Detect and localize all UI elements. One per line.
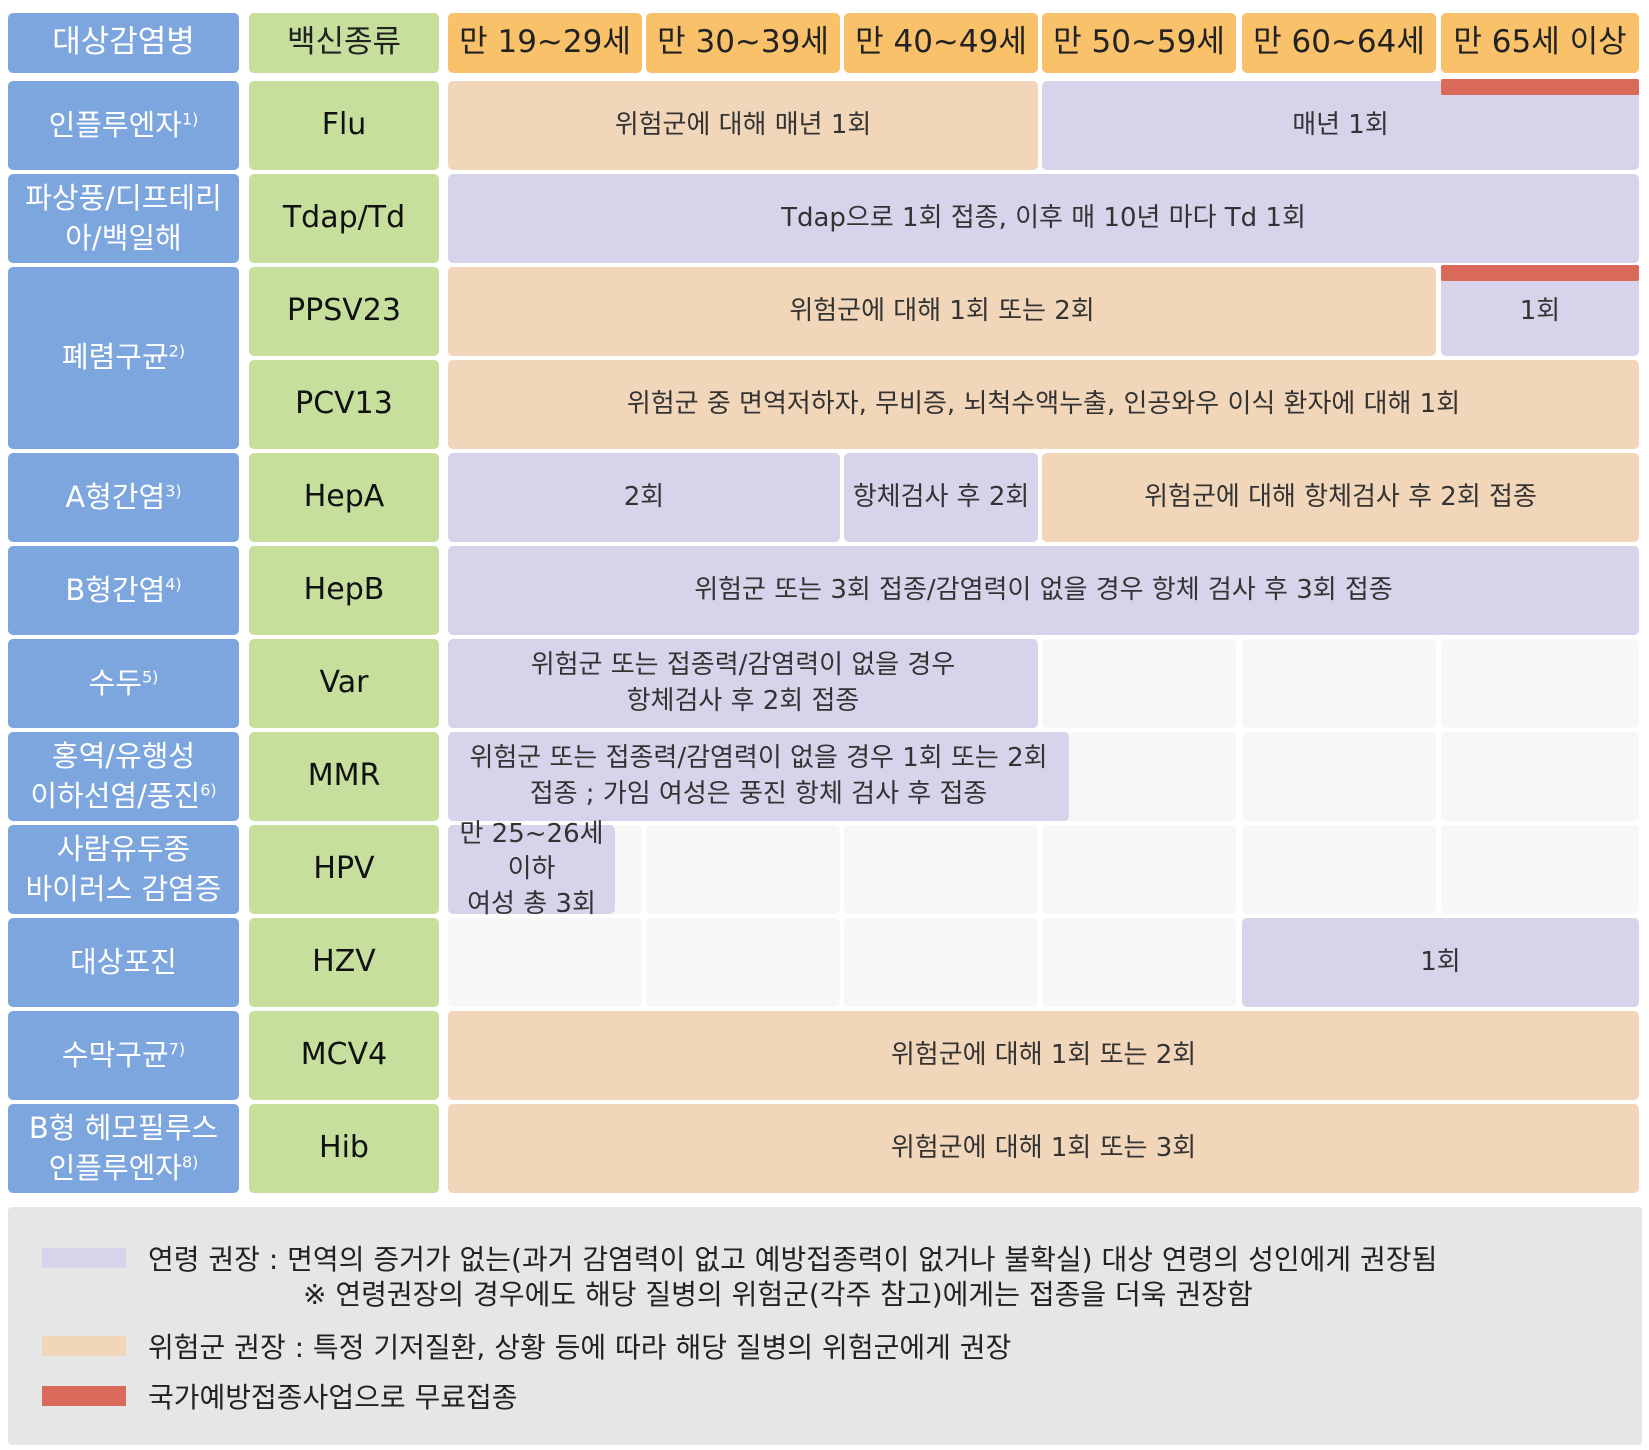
disease-name: B형간염4)	[65, 572, 182, 607]
footnote-marker: 5)	[141, 667, 159, 687]
header-age-3: 만 50~59세	[1042, 13, 1236, 73]
footnote-marker: 6)	[200, 779, 217, 799]
disease-name: B형 헤모필루스 인플루엔자8)	[28, 1111, 219, 1185]
disease-name: 수두5)	[88, 665, 159, 700]
legend-age-note: ※ 연령권장의 경우에도 해당 질병의 위험군(각주 참고)에게는 접종을 더욱…	[303, 1278, 1253, 1311]
recommendation-risk: 위험군에 대해 항체검사 후 2회 접종	[1042, 453, 1639, 542]
legend: 연령 권장 : 면역의 증거가 없는(과거 감염력이 없고 예방접종력이 없거나…	[8, 1207, 1642, 1445]
free-vaccination-marker	[1441, 79, 1639, 95]
recommendation-age: 1회	[1441, 267, 1639, 356]
recommendation-age: 1회	[1242, 918, 1639, 1007]
recommendation-risk: 위험군에 대해 1회 또는 2회	[448, 267, 1436, 356]
legend-risk-row: 위험군 권장 : 특정 기저질환, 상황 등에 따라 해당 질병의 위험군에게 …	[42, 1326, 1011, 1366]
header-age-1: 만 30~39세	[646, 13, 840, 73]
vaccine-cell: Tdap/Td	[249, 174, 439, 263]
disease-cell: 인플루엔자1)	[8, 81, 239, 170]
empty-cell	[1042, 639, 1236, 728]
disease-name: 사람유두종 바이러스 감염증	[25, 832, 222, 906]
vaccine-cell: Var	[249, 639, 439, 728]
recommendation-age: 2회	[448, 453, 840, 542]
disease-cell: 사람유두종 바이러스 감염증	[8, 825, 239, 914]
empty-cell	[1242, 639, 1436, 728]
empty-cell	[1242, 732, 1436, 821]
empty-cell	[1042, 732, 1236, 821]
legend-age-text: 연령 권장 : 면역의 증거가 없는(과거 감염력이 없고 예방접종력이 없거나…	[148, 1243, 1438, 1276]
disease-name: 파상풍/디프테리 아/백일해	[25, 181, 222, 255]
vaccine-cell: MMR	[249, 732, 439, 821]
vaccine-cell: HepA	[249, 453, 439, 542]
legend-age-row: 연령 권장 : 면역의 증거가 없는(과거 감염력이 없고 예방접종력이 없거나…	[42, 1238, 1437, 1278]
disease-cell: 수막구균7)	[8, 1011, 239, 1100]
empty-cell	[844, 825, 1038, 914]
header-age-4: 만 60~64세	[1242, 13, 1436, 73]
empty-cell	[646, 918, 840, 1007]
header-age-5: 만 65세 이상	[1441, 13, 1639, 73]
empty-cell	[1441, 825, 1639, 914]
footnote-marker: 3)	[165, 481, 182, 501]
vaccine-cell: Hib	[249, 1104, 439, 1193]
recommendation-risk: 위험군에 대해 매년 1회	[448, 81, 1038, 170]
free-vaccination-marker	[1441, 265, 1639, 281]
vaccine-cell: PPSV23	[249, 267, 439, 356]
vaccine-cell: MCV4	[249, 1011, 439, 1100]
footnote-marker: 4)	[165, 574, 182, 594]
empty-cell	[1242, 825, 1436, 914]
legend-free-row: 국가예방접종사업으로 무료접종	[42, 1376, 518, 1416]
vaccine-cell: PCV13	[249, 360, 439, 449]
disease-cell: 수두5)	[8, 639, 239, 728]
legend-risk-swatch	[42, 1336, 126, 1356]
header-vaccine: 백신종류	[249, 13, 439, 73]
recommendation-age: 위험군 또는 접종력/감염력이 없을 경우 1회 또는 2회 접종 ; 가임 여…	[448, 732, 1069, 821]
empty-cell	[448, 918, 642, 1007]
legend-free-swatch	[42, 1386, 126, 1406]
footnote-marker: 8)	[181, 1151, 199, 1171]
empty-cell	[1441, 639, 1639, 728]
vaccination-schedule-table: 대상감염병 백신종류 만 19~29세 만 30~39세 만 40~49세 만 50~59…	[8, 13, 1639, 1193]
recommendation-risk: 위험군 중 면역저하자, 무비증, 뇌척수액누출, 인공와우 이식 환자에 대해…	[448, 360, 1639, 449]
disease-name: 홍역/유행성 이하선염/풍진6)	[30, 739, 217, 813]
legend-free-text: 국가예방접종사업으로 무료접종	[148, 1381, 518, 1414]
disease-name: 인플루엔자1)	[48, 107, 199, 142]
recommendation-age: 위험군 또는 3회 접종/감염력이 없을 경우 항체 검사 후 3회 접종	[448, 546, 1639, 635]
disease-cell: 홍역/유행성 이하선염/풍진6)	[8, 732, 239, 821]
disease-cell: 폐렴구균2)	[8, 267, 239, 449]
vaccine-cell: Flu	[249, 81, 439, 170]
header-disease: 대상감염병	[8, 13, 239, 73]
disease-name: 대상포진	[70, 944, 177, 979]
footnote-marker: 2)	[168, 341, 186, 361]
recommendation-age: 위험군 또는 접종력/감염력이 없을 경우 항체검사 후 2회 접종	[448, 639, 1038, 728]
header-age-2: 만 40~49세	[844, 13, 1038, 73]
footnote-marker: 1)	[181, 109, 199, 129]
recommendation-age: 매년 1회	[1042, 81, 1639, 170]
empty-cell	[646, 825, 840, 914]
disease-cell: A형간염3)	[8, 453, 239, 542]
disease-cell: 파상풍/디프테리 아/백일해	[8, 174, 239, 263]
empty-cell	[1042, 918, 1236, 1007]
header-age-0: 만 19~29세	[448, 13, 642, 73]
empty-cell	[1042, 825, 1236, 914]
disease-cell: 대상포진	[8, 918, 239, 1007]
recommendation-risk: 위험군에 대해 1회 또는 3회	[448, 1104, 1639, 1193]
empty-cell	[844, 918, 1038, 1007]
disease-cell: B형 헤모필루스 인플루엔자8)	[8, 1104, 239, 1193]
vaccine-cell: HepB	[249, 546, 439, 635]
legend-age-swatch	[42, 1248, 126, 1268]
disease-name: 폐렴구균2)	[61, 340, 186, 375]
vaccine-cell: HPV	[249, 825, 439, 914]
recommendation-age: 항체검사 후 2회	[844, 453, 1038, 542]
disease-name: A형간염3)	[65, 479, 182, 514]
legend-risk-text: 위험군 권장 : 특정 기저질환, 상황 등에 따라 해당 질병의 위험군에게 …	[148, 1331, 1012, 1364]
footnote-marker: 7)	[168, 1039, 186, 1059]
disease-name: 수막구균7)	[61, 1037, 186, 1072]
recommendation-risk: 위험군에 대해 1회 또는 2회	[448, 1011, 1639, 1100]
recommendation-age: 만 25~26세 이하 여성 총 3회	[448, 819, 615, 919]
empty-cell	[1441, 732, 1639, 821]
recommendation-age: Tdap으로 1회 접종, 이후 매 10년 마다 Td 1회	[448, 174, 1639, 263]
disease-cell: B형간염4)	[8, 546, 239, 635]
vaccine-cell: HZV	[249, 918, 439, 1007]
